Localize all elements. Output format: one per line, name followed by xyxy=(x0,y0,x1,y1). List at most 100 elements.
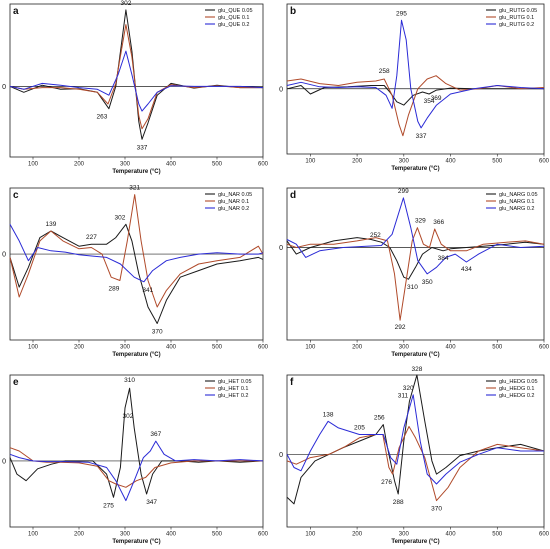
plot-frame xyxy=(9,374,264,528)
legend-entry: glu_NARG 0.2 xyxy=(499,206,534,212)
panel-c: 0 c 100 200 300 400 500 600 Temperature (°C) glu_… xyxy=(2,185,269,358)
legend-entry: glu_NAR 0.2 xyxy=(218,206,249,212)
legend-entry: glu_NAR 0.05 xyxy=(218,192,252,198)
y-zero-label: 0 xyxy=(2,84,6,91)
x-tick-label: 100 xyxy=(305,345,316,351)
legend-entry: glu_RUTG 0.05 xyxy=(499,8,537,14)
x-tick-label: 600 xyxy=(539,159,550,165)
y-zero-label: 0 xyxy=(279,245,283,252)
peak-label: 302 xyxy=(114,214,125,221)
x-tick-label: 400 xyxy=(166,532,177,538)
x-tick-label: 200 xyxy=(74,345,85,351)
peak-label: 276 xyxy=(381,479,392,486)
peak-label: 138 xyxy=(323,411,334,418)
x-tick-label: 100 xyxy=(28,532,39,538)
series-line-1 xyxy=(9,223,264,324)
x-tick-label: 400 xyxy=(446,159,457,165)
peak-label: 337 xyxy=(137,144,148,151)
series-line-3 xyxy=(286,19,545,129)
peak-label: 289 xyxy=(109,286,120,293)
peak-label: 263 xyxy=(97,114,108,121)
peak-label: 367 xyxy=(150,431,161,438)
panel-letter: b xyxy=(290,6,296,17)
panel-letter: d xyxy=(290,190,296,201)
x-tick-label: 200 xyxy=(74,532,85,538)
series-line-2 xyxy=(9,447,263,488)
peak-label: 139 xyxy=(46,221,57,228)
peak-label: 370 xyxy=(431,506,442,513)
legend-entry: glu_HET 0.1 xyxy=(218,386,248,392)
plot-frame xyxy=(9,3,264,158)
x-axis-label: Temperature (°C) xyxy=(391,166,439,172)
x-tick-label: 100 xyxy=(305,532,316,538)
legend-entry: glu_HEDG 0.05 xyxy=(499,379,538,385)
panel-letter: f xyxy=(290,377,294,388)
series-line-2 xyxy=(286,426,545,502)
x-tick-label: 500 xyxy=(212,345,223,351)
peak-label: 256 xyxy=(374,415,385,422)
x-tick-label: 200 xyxy=(352,159,363,165)
x-tick-label: 300 xyxy=(399,532,410,538)
series-line-3 xyxy=(286,197,545,275)
peak-label: 311 xyxy=(398,392,409,399)
peak-label: 292 xyxy=(395,324,406,331)
x-tick-label: 600 xyxy=(258,162,269,168)
peak-label: 434 xyxy=(461,266,472,273)
x-tick-label: 600 xyxy=(258,345,269,351)
legend-entry: glu_QUE 0.05 xyxy=(218,8,253,14)
peak-label: 310 xyxy=(124,377,135,384)
x-tick-label: 400 xyxy=(446,345,457,351)
series-line-2 xyxy=(286,227,545,321)
x-tick-label: 100 xyxy=(28,345,39,351)
x-tick-label: 100 xyxy=(28,162,39,168)
peak-label: 341 xyxy=(142,287,153,294)
x-tick-label: 600 xyxy=(539,345,550,351)
legend-entry: glu_HEDG 0.2 xyxy=(499,393,534,399)
panel-b: 0 b 100 200 300 400 500 600 Temperature (°C) glu_… xyxy=(279,3,550,172)
series-line-1 xyxy=(9,9,263,140)
peak-label: 302 xyxy=(122,413,133,420)
peak-label: 350 xyxy=(422,279,433,286)
panel-f: 0 f 100 200 300 400 500 600 Temperature (°C) glu_… xyxy=(279,366,550,545)
x-tick-label: 600 xyxy=(539,532,550,538)
legend-entry: glu_RUTG 0.2 xyxy=(499,22,534,28)
series-line-3 xyxy=(9,50,264,112)
x-tick-label: 500 xyxy=(492,159,503,165)
peak-label: 205 xyxy=(354,424,365,431)
legend-entry: glu_NARG 0.1 xyxy=(499,199,534,205)
x-axis-label: Temperature (°C) xyxy=(112,352,160,358)
legend-entry: glu_HET 0.05 xyxy=(218,379,252,385)
panel-d: 0 d 100 200 300 400 500 600 Temperature (°C) glu_… xyxy=(279,187,550,358)
x-tick-label: 500 xyxy=(212,162,223,168)
peak-label: 369 xyxy=(431,95,442,102)
x-tick-label: 300 xyxy=(399,159,410,165)
x-tick-label: 300 xyxy=(399,345,410,351)
x-tick-label: 400 xyxy=(446,532,457,538)
x-tick-label: 200 xyxy=(352,532,363,538)
legend-entry: glu_HEDG 0.1 xyxy=(499,386,534,392)
series-line-3 xyxy=(9,224,264,283)
peak-label: 347 xyxy=(146,499,157,506)
peak-label: 354 xyxy=(424,98,435,105)
x-tick-label: 600 xyxy=(258,532,269,538)
x-tick-label: 500 xyxy=(492,532,503,538)
series-line-2 xyxy=(9,24,263,130)
peak-label: 252 xyxy=(370,232,381,239)
y-zero-label: 0 xyxy=(279,86,283,93)
x-axis-label: Temperature (°C) xyxy=(112,539,160,545)
peak-label: 275 xyxy=(103,502,114,509)
y-zero-label: 0 xyxy=(2,458,6,465)
plot-frame xyxy=(286,187,545,341)
panel-a: 0 a 100 200 300 400 500 600 Temperature (°C) glu_… xyxy=(2,0,269,175)
peak-label: 370 xyxy=(152,328,163,335)
peak-label: 227 xyxy=(86,234,97,241)
x-tick-label: 500 xyxy=(212,532,223,538)
series-line-3 xyxy=(9,440,264,502)
x-axis-label: Temperature (°C) xyxy=(112,169,160,175)
x-tick-label: 300 xyxy=(120,162,131,168)
series-line-2 xyxy=(286,75,545,137)
x-tick-label: 500 xyxy=(492,345,503,351)
x-tick-label: 400 xyxy=(166,345,177,351)
peak-label: 321 xyxy=(129,185,140,192)
